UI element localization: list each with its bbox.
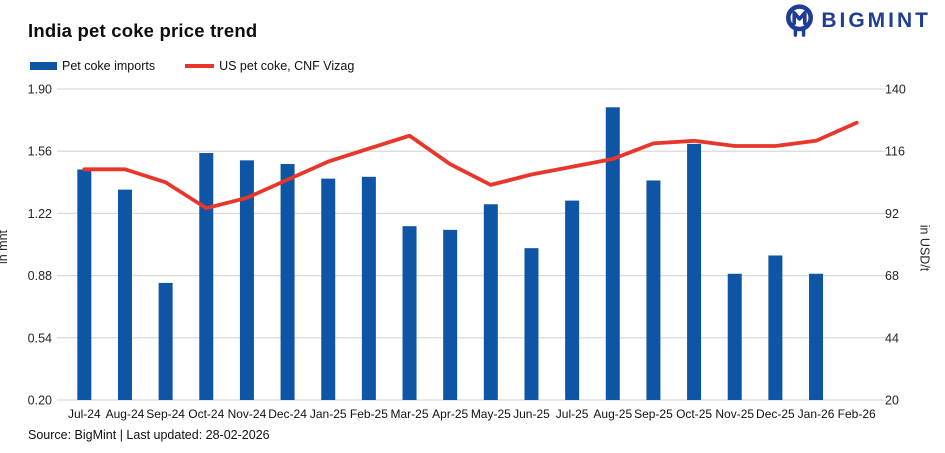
x-axis-label: Sep-25	[634, 407, 673, 421]
x-axis-label: Oct-24	[188, 407, 224, 421]
x-axis-label: Dec-25	[756, 407, 795, 421]
x-axis-label: Feb-25	[350, 407, 388, 421]
bar	[77, 169, 92, 400]
bar	[687, 143, 702, 400]
x-axis-label: Nov-24	[228, 407, 267, 421]
bar	[443, 229, 458, 400]
logo-wordmark: BIGMINT	[821, 9, 931, 32]
bar-series	[77, 107, 824, 400]
x-axis-label: Jun-25	[513, 407, 550, 421]
bar	[280, 164, 295, 400]
x-axis-label: May-25	[471, 407, 511, 421]
x-axis-label: Jan-25	[310, 407, 347, 421]
source-note: Source: BigMint | Last updated: 28-02-20…	[28, 428, 270, 442]
legend-line-swatch	[185, 64, 215, 68]
bar	[321, 178, 336, 400]
bar	[158, 282, 173, 400]
x-axis-label: Nov-25	[715, 407, 754, 421]
x-axis-label: Aug-24	[106, 407, 145, 421]
y-axis-ticks: 1.90 140 1.56 116 1.22 92 0.88 68 0.54 44 0.20 20	[28, 83, 906, 408]
bar	[646, 180, 661, 400]
left-axis-tick-label: 1.56	[28, 145, 52, 159]
bar	[727, 273, 742, 400]
right-axis-tick-label: 68	[885, 269, 899, 283]
x-axis-label: Oct-25	[676, 407, 712, 421]
legend-label: US pet coke, CNF Vizag	[219, 59, 355, 73]
bar	[768, 255, 783, 400]
x-axis-label: Dec-24	[268, 407, 307, 421]
bar	[361, 176, 376, 400]
x-axis-label: Jul-24	[68, 407, 101, 421]
legend-item-price: US pet coke, CNF Vizag	[185, 59, 354, 73]
right-axis-tick-label: 116	[885, 145, 905, 159]
bigmint-logo-icon	[786, 4, 814, 37]
x-axis-label: Jul-25	[556, 407, 589, 421]
x-axis-labels: Jul-24 Aug-24 Sep-24 Oct-24 Nov-24 Dec-24 Jan-…	[68, 407, 876, 421]
page-title: India pet coke price trend	[28, 20, 258, 41]
left-axis-title: in mnt	[0, 229, 11, 265]
x-axis-label: Jan-26	[798, 407, 835, 421]
left-axis-tick-label: 0.54	[28, 331, 52, 345]
bigmint-logo: BIGMINT	[784, 3, 931, 39]
bar	[239, 160, 254, 400]
right-axis-tick-label: 20	[885, 394, 899, 408]
x-axis-label: Sep-24	[146, 407, 185, 421]
bar	[565, 200, 580, 400]
bar	[524, 248, 539, 400]
price-line	[82, 120, 859, 211]
right-axis-tick-label: 44	[885, 331, 899, 345]
x-axis-label: Feb-26	[838, 407, 876, 421]
right-axis-tick-label: 140	[885, 83, 906, 97]
left-axis-tick-label: 1.22	[28, 207, 52, 221]
bar	[483, 204, 498, 400]
x-axis-label: Apr-25	[432, 407, 468, 421]
left-axis-tick-label: 1.90	[28, 83, 52, 97]
left-axis-tick-label: 0.20	[28, 394, 52, 408]
bar	[605, 107, 620, 400]
bar	[117, 189, 132, 400]
chart-legend: Pet coke imports US pet coke, CNF Vizag	[30, 59, 354, 73]
bar	[402, 226, 417, 400]
x-axis-label: Aug-25	[593, 407, 632, 421]
bar	[809, 273, 824, 400]
legend-bar-swatch	[30, 62, 57, 70]
x-axis-label: Mar-25	[391, 407, 429, 421]
left-axis-tick-label: 0.88	[28, 269, 52, 283]
legend-label: Pet coke imports	[62, 59, 156, 73]
legend-item-imports: Pet coke imports	[30, 59, 155, 73]
right-axis-tick-label: 92	[885, 207, 899, 221]
bar	[199, 153, 214, 400]
right-axis-title: in USD/t	[917, 224, 932, 272]
gridlines	[57, 88, 886, 401]
